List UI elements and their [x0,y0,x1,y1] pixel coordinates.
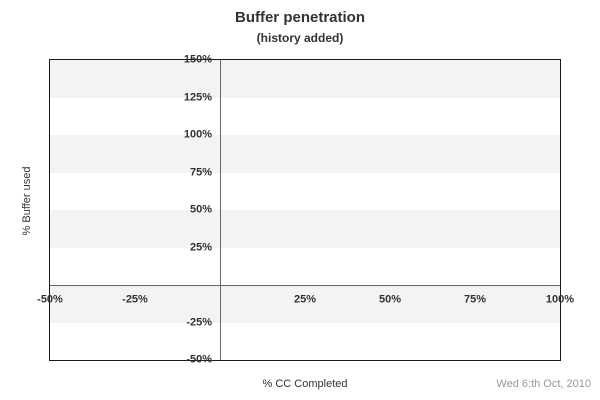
y-tick-label: 150% [183,53,212,66]
x-tick-label: 50% [378,293,402,306]
x-zero-axis-line [220,60,221,360]
x-tick-label: -25% [122,293,148,306]
y-zero-axis-line [50,285,560,286]
plot-band [50,97,560,135]
y-tick-label: 125% [183,91,212,103]
x-tick-label: 25% [293,293,317,306]
plot-band [50,285,560,323]
plot-band [50,210,560,248]
x-tick-label: -50% [37,293,63,306]
x-tick-label: 100% [545,293,575,306]
y-tick-label: 50% [189,203,212,216]
plot-band [50,60,560,98]
y-axis-title: % Buffer used [21,166,33,236]
chart-title: Buffer penetration [234,9,365,26]
plot-band [50,172,560,210]
y-tick-label: -25% [186,316,212,328]
plot-band [50,322,560,360]
y-tick-label: -50% [186,353,212,366]
x-tick-label: 75% [463,293,487,306]
y-tick-label: 75% [189,166,212,178]
plot-band [50,247,560,285]
y-tick-label: 100% [183,128,212,141]
date-stamp: Wed 6:th Oct, 2010 [496,378,591,390]
plot-band [50,135,560,173]
y-tick-label: 25% [189,241,212,253]
chart-subtitle: (history added) [256,31,344,45]
plot-area: 150% 125% 100% 75% 50% 25% -25% -50% -50% -25% 25%… [37,54,574,365]
x-axis-title: % CC Completed [262,378,348,390]
